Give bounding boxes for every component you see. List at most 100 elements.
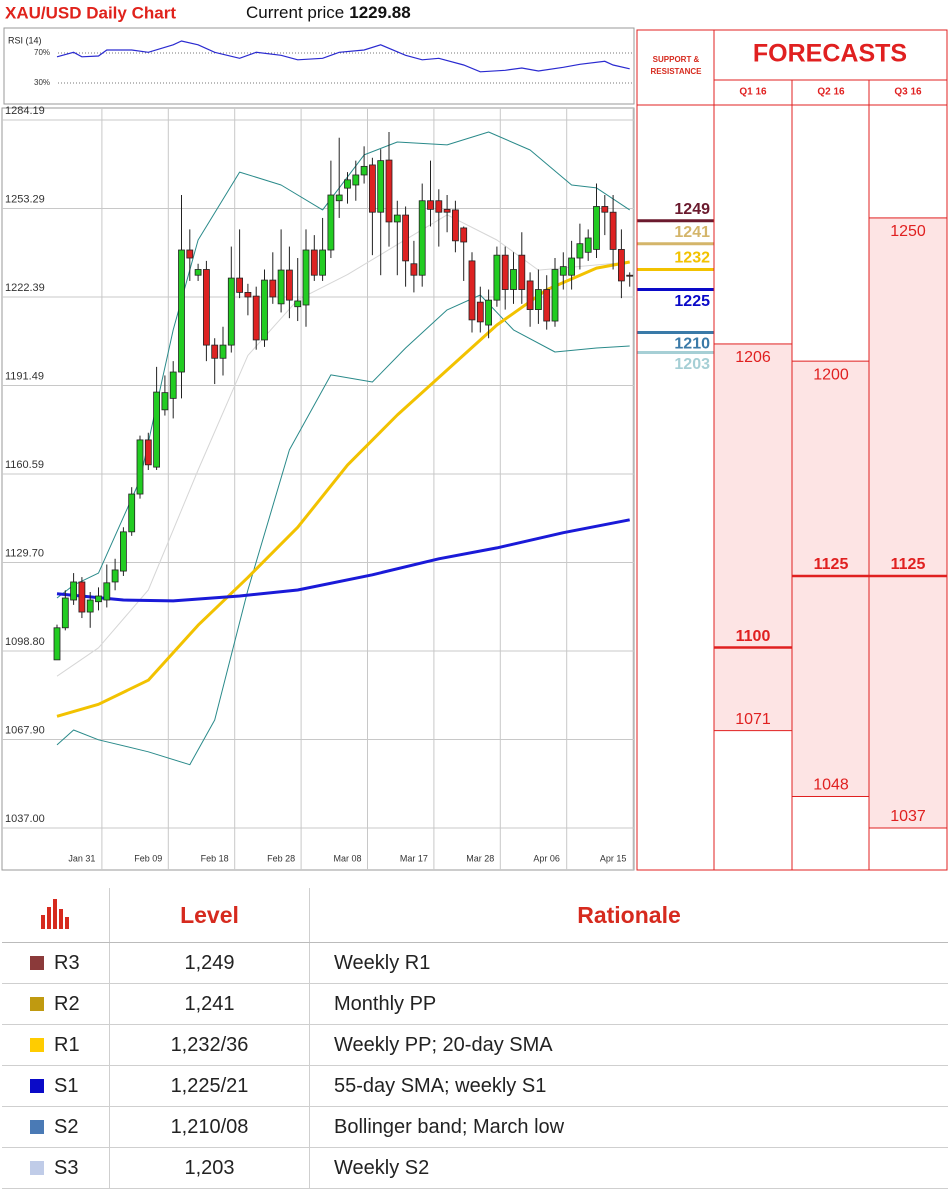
sr-label: 1232 <box>674 250 710 267</box>
candle-body <box>144 439 152 466</box>
candle-body <box>368 164 376 213</box>
table-row: S3 1,203 Weekly S2 <box>2 1147 948 1189</box>
levels-table: Level Rationale R3 1,249 Weekly R1 R2 1,241 M… <box>2 888 948 1189</box>
y-tick-label: 1284.19 <box>5 105 45 117</box>
table-header: Level Rationale <box>2 888 948 943</box>
rsi-line <box>56 40 630 73</box>
table-row: R3 1,249 Weekly R1 <box>2 942 948 984</box>
candle-body <box>451 209 459 242</box>
level-name-cell: R3 <box>2 942 110 984</box>
forecast-high-label: 1200 <box>813 366 849 383</box>
candle-body <box>443 208 451 213</box>
rationale: Weekly S2 <box>309 1147 948 1189</box>
x-tick-label: Feb 09 <box>134 853 162 863</box>
current-price-value: 1229.88 <box>349 3 410 22</box>
forecast-high-label: 1250 <box>890 223 926 240</box>
indicator-line <box>56 131 630 599</box>
candle-body <box>385 159 393 223</box>
candle-body <box>319 249 327 276</box>
candle-body <box>169 371 177 399</box>
candle-body <box>86 599 94 613</box>
candle-body <box>244 291 252 298</box>
candle-body <box>402 214 410 262</box>
candle-body <box>261 279 268 341</box>
swatch <box>30 955 44 970</box>
candle-body <box>327 194 335 251</box>
candle-body <box>468 260 476 321</box>
candle-body <box>153 391 161 468</box>
candle-body <box>136 439 144 495</box>
candle-body <box>543 289 551 322</box>
y-tick-label: 1067.90 <box>5 724 45 736</box>
candle-body <box>269 279 277 298</box>
header-cell: Rationale <box>309 888 948 943</box>
bar-icon <box>40 899 69 929</box>
rationale: 55-day SMA; weekly S1 <box>309 1065 948 1107</box>
level-name-cell: S3 <box>2 1147 110 1189</box>
sr-label: 1249 <box>674 201 710 218</box>
rsi-panel <box>3 27 635 105</box>
candle-body <box>103 582 111 601</box>
rationale: Weekly PP; 20-day SMA <box>309 1024 948 1066</box>
quarter-label: Q1 16 <box>739 87 767 98</box>
candle-body <box>211 344 219 359</box>
candle-body <box>427 200 434 210</box>
rationale: Weekly R1 <box>309 942 948 984</box>
forecasts-title: FORECASTS <box>753 40 907 68</box>
candle-body <box>285 269 293 301</box>
candle-body <box>493 254 501 301</box>
level-name-cell: R1 <box>2 1024 110 1066</box>
candle-body <box>485 299 493 326</box>
candle-body <box>377 160 385 213</box>
candle-body <box>568 257 575 276</box>
candle-body <box>410 263 418 276</box>
table-row: R2 1,241 Monthly PP <box>2 983 948 1025</box>
candle-body <box>510 269 517 290</box>
header-cell: Level <box>109 888 310 943</box>
quarter-label: Q3 16 <box>894 87 922 98</box>
table-row: S1 1,225/21 55-day SMA; weekly S1 <box>2 1065 948 1107</box>
level-name: R3 <box>54 951 80 974</box>
level-value: 1,249 <box>109 942 310 984</box>
forecast-mid-label: 1125 <box>814 556 849 573</box>
current-price-label: Current price <box>246 3 344 22</box>
candle-body <box>78 581 86 613</box>
level-value: 1,232/36 <box>109 1024 310 1066</box>
sr-label: 1210 <box>674 336 710 353</box>
y-tick-label: 1037.00 <box>5 813 45 825</box>
candle-body <box>61 597 69 629</box>
level-name: S2 <box>54 1115 79 1138</box>
sr-label: 1225 <box>674 293 710 310</box>
candle-body <box>294 300 302 308</box>
candle-body <box>120 531 127 572</box>
candle-body <box>277 269 285 305</box>
candle-body <box>460 227 468 243</box>
candle-body <box>535 289 542 310</box>
rsi-tick-label: 30% <box>34 78 50 87</box>
level-name: S1 <box>54 1074 79 1097</box>
table-body: R3 1,249 Weekly R1 R2 1,241 Monthly PP R1 1,232… <box>2 942 948 1189</box>
forecast-low-label: 1048 <box>813 777 849 794</box>
y-tick-label: 1098.80 <box>5 636 45 648</box>
candle-body <box>186 249 194 259</box>
candle-body <box>178 249 185 373</box>
x-tick-label: Apr 15 <box>600 853 627 863</box>
candle-body <box>302 249 310 306</box>
candle-body <box>559 266 567 276</box>
candle-body <box>219 344 227 359</box>
candle-body <box>551 269 559 322</box>
candle-body <box>194 269 202 276</box>
x-tick-label: Feb 18 <box>201 853 229 863</box>
sr-label: 1203 <box>674 356 710 373</box>
candle-body <box>352 174 360 186</box>
forecast-high-label: 1206 <box>735 349 771 366</box>
candle-body <box>576 243 584 259</box>
x-tick-label: Feb 28 <box>267 853 295 863</box>
candle-body <box>418 200 426 276</box>
table-row: S2 1,210/08 Bollinger band; March low <box>2 1106 948 1148</box>
candle-body <box>227 277 235 346</box>
y-tick-label: 1222.39 <box>5 282 45 294</box>
x-tick-label: Mar 08 <box>333 853 361 863</box>
candle-body <box>393 214 401 223</box>
candle-body <box>111 569 119 583</box>
